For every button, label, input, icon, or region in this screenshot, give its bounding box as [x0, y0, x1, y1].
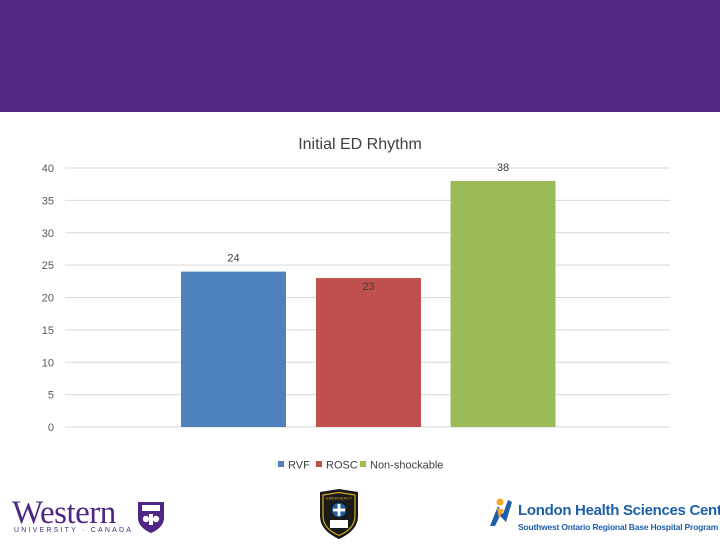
bars — [181, 180, 556, 427]
y-tick-label: 30 — [42, 228, 54, 240]
legend: RVF ROSC Non-shockable — [278, 460, 443, 472]
data-label: 38 — [497, 162, 509, 174]
bar-rosc — [316, 278, 421, 427]
ems-text: EMERGENCY — [326, 496, 352, 501]
legend-swatch — [360, 461, 366, 467]
lhsc-logo: London Health Sciences Centre Southwest … — [486, 494, 720, 540]
y-tick-label: 20 — [42, 293, 54, 305]
y-axis-ticks: 0 5 10 15 20 25 30 35 40 — [42, 163, 54, 434]
legend-swatch — [316, 461, 322, 467]
legend-label: ROSC — [326, 460, 358, 472]
ems-shield-icon: EMERGENCY — [320, 489, 358, 539]
bar-non-shockable — [450, 180, 556, 427]
western-subtitle: UNIVERSITY · CANADA — [14, 527, 134, 534]
legend-label: RVF — [288, 460, 310, 472]
chart: Initial ED Rhythm 0 5 10 15 20 25 30 35 40 24 23 3… — [42, 136, 670, 472]
lhsc-name: London Health Sciences Centre — [518, 502, 720, 519]
western-university-logo: Western UNIVERSITY · CANADA — [12, 496, 182, 540]
data-labels: 24 23 38 — [227, 162, 509, 293]
y-tick-label: 5 — [48, 390, 54, 402]
data-label: 23 — [362, 281, 374, 293]
data-label: 24 — [227, 253, 239, 265]
y-tick-label: 40 — [42, 163, 54, 175]
y-tick-label: 0 — [48, 422, 54, 434]
y-tick-label: 10 — [42, 357, 54, 369]
header-band — [0, 0, 720, 112]
legend-label: Non-shockable — [370, 460, 443, 472]
lhsc-subtitle: Southwest Ontario Regional Base Hospital… — [518, 522, 719, 532]
ems-badge-logo: EMERGENCY — [316, 488, 362, 540]
lhsc-figure-icon — [490, 498, 512, 526]
y-tick-label: 35 — [42, 195, 54, 207]
chart-title: Initial ED Rhythm — [298, 136, 422, 153]
western-crest-icon — [138, 502, 164, 533]
western-wordmark: Western — [12, 495, 116, 531]
y-tick-label: 15 — [42, 325, 54, 337]
bar-rvf — [181, 271, 286, 427]
y-tick-label: 25 — [42, 260, 54, 272]
legend-swatch — [278, 461, 284, 467]
